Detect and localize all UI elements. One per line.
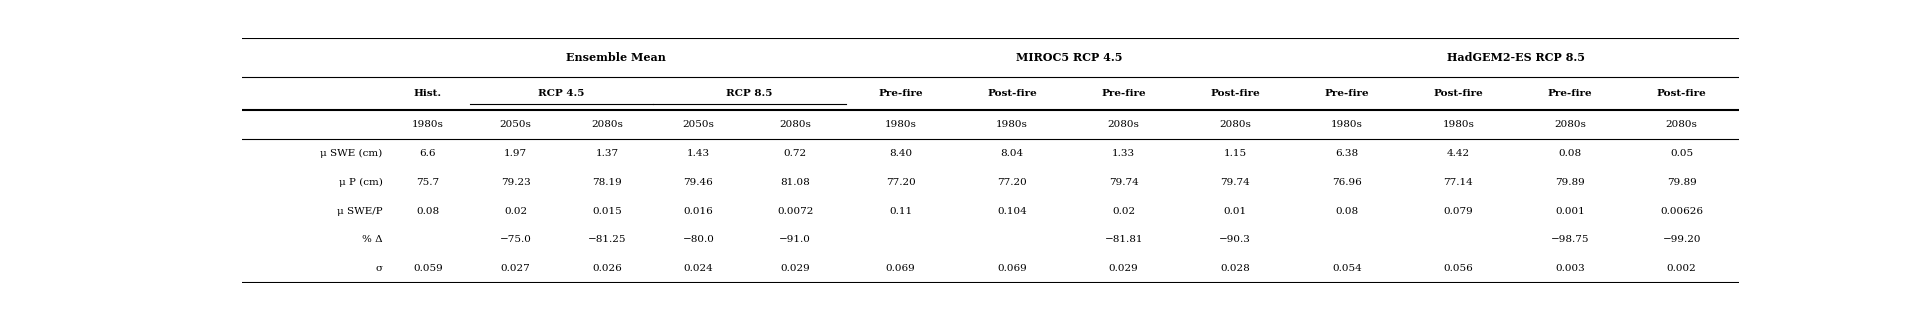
- Text: 1.15: 1.15: [1223, 149, 1246, 158]
- Text: 0.11: 0.11: [889, 206, 912, 216]
- Text: 0.026: 0.026: [593, 264, 622, 273]
- Text: μ SWE/P: μ SWE/P: [336, 206, 383, 216]
- Text: 79.89: 79.89: [1555, 178, 1584, 187]
- Text: 0.08: 0.08: [1335, 206, 1358, 216]
- Text: 0.069: 0.069: [997, 264, 1028, 273]
- Text: 0.72: 0.72: [784, 149, 808, 158]
- Text: 2080s: 2080s: [1219, 120, 1252, 129]
- Text: 79.23: 79.23: [500, 178, 531, 187]
- Text: 2080s: 2080s: [1665, 120, 1698, 129]
- Text: 0.0072: 0.0072: [777, 206, 813, 216]
- Text: −80.0: −80.0: [682, 235, 715, 245]
- Text: 8.04: 8.04: [1001, 149, 1024, 158]
- Text: 0.003: 0.003: [1555, 264, 1584, 273]
- Text: Pre-fire: Pre-fire: [1325, 89, 1370, 98]
- Text: Pre-fire: Pre-fire: [1548, 89, 1592, 98]
- Text: 1980s: 1980s: [1331, 120, 1362, 129]
- Text: Ensemble Mean: Ensemble Mean: [566, 52, 667, 63]
- Text: 1.97: 1.97: [504, 149, 527, 158]
- Text: 0.059: 0.059: [413, 264, 442, 273]
- Text: σ: σ: [375, 264, 383, 273]
- Text: 8.40: 8.40: [889, 149, 912, 158]
- Text: 1.37: 1.37: [595, 149, 618, 158]
- Text: μ P (cm): μ P (cm): [338, 177, 383, 187]
- Text: −99.20: −99.20: [1662, 235, 1700, 245]
- Text: 79.89: 79.89: [1667, 178, 1696, 187]
- Text: RCP 8.5: RCP 8.5: [726, 89, 773, 98]
- Text: 1980s: 1980s: [885, 120, 916, 129]
- Text: 1.33: 1.33: [1113, 149, 1136, 158]
- Text: 0.001: 0.001: [1555, 206, 1584, 216]
- Text: RCP 4.5: RCP 4.5: [539, 89, 585, 98]
- Text: 77.14: 77.14: [1443, 178, 1474, 187]
- Text: −91.0: −91.0: [779, 235, 811, 245]
- Text: 79.46: 79.46: [684, 178, 713, 187]
- Text: 4.42: 4.42: [1447, 149, 1470, 158]
- Text: 0.056: 0.056: [1443, 264, 1474, 273]
- Text: 0.027: 0.027: [500, 264, 531, 273]
- Text: 2080s: 2080s: [1553, 120, 1586, 129]
- Text: 6.38: 6.38: [1335, 149, 1358, 158]
- Text: Post-fire: Post-fire: [1658, 89, 1706, 98]
- Text: Post-fire: Post-fire: [1211, 89, 1260, 98]
- Text: 2080s: 2080s: [779, 120, 811, 129]
- Text: 0.00626: 0.00626: [1660, 206, 1704, 216]
- Text: 2050s: 2050s: [500, 120, 531, 129]
- Text: Hist.: Hist.: [413, 89, 442, 98]
- Text: 0.016: 0.016: [684, 206, 713, 216]
- Text: μ SWE (cm): μ SWE (cm): [321, 149, 383, 158]
- Text: 1980s: 1980s: [412, 120, 444, 129]
- Text: 1.43: 1.43: [688, 149, 709, 158]
- Text: 0.05: 0.05: [1669, 149, 1692, 158]
- Text: 1980s: 1980s: [997, 120, 1028, 129]
- Text: −81.81: −81.81: [1105, 235, 1144, 245]
- Text: 2050s: 2050s: [682, 120, 715, 129]
- Text: 75.7: 75.7: [415, 178, 439, 187]
- Text: 0.069: 0.069: [885, 264, 916, 273]
- Text: 0.054: 0.054: [1331, 264, 1362, 273]
- Text: −90.3: −90.3: [1219, 235, 1252, 245]
- Text: 0.08: 0.08: [1559, 149, 1582, 158]
- Text: 0.01: 0.01: [1223, 206, 1246, 216]
- Text: 6.6: 6.6: [419, 149, 437, 158]
- Text: 0.024: 0.024: [684, 264, 713, 273]
- Text: −81.25: −81.25: [587, 235, 626, 245]
- Text: 0.079: 0.079: [1443, 206, 1474, 216]
- Text: 0.104: 0.104: [997, 206, 1028, 216]
- Text: 78.19: 78.19: [593, 178, 622, 187]
- Text: Pre-fire: Pre-fire: [1101, 89, 1146, 98]
- Text: 79.74: 79.74: [1109, 178, 1138, 187]
- Text: 0.02: 0.02: [504, 206, 527, 216]
- Text: MIROC5 RCP 4.5: MIROC5 RCP 4.5: [1016, 52, 1122, 63]
- Text: 1980s: 1980s: [1443, 120, 1474, 129]
- Text: 0.015: 0.015: [593, 206, 622, 216]
- Text: 77.20: 77.20: [885, 178, 916, 187]
- Text: 79.74: 79.74: [1221, 178, 1250, 187]
- Text: 2080s: 2080s: [591, 120, 622, 129]
- Text: Post-fire: Post-fire: [1434, 89, 1484, 98]
- Text: % Δ: % Δ: [361, 235, 383, 245]
- Text: Post-fire: Post-fire: [987, 89, 1037, 98]
- Text: Pre-fire: Pre-fire: [879, 89, 923, 98]
- Text: 0.029: 0.029: [1109, 264, 1138, 273]
- Text: 0.02: 0.02: [1113, 206, 1136, 216]
- Text: 81.08: 81.08: [781, 178, 810, 187]
- Text: 0.029: 0.029: [781, 264, 810, 273]
- Text: −75.0: −75.0: [500, 235, 531, 245]
- Text: 77.20: 77.20: [997, 178, 1028, 187]
- Text: 76.96: 76.96: [1331, 178, 1362, 187]
- Text: 0.002: 0.002: [1667, 264, 1696, 273]
- Text: −98.75: −98.75: [1551, 235, 1590, 245]
- Text: 0.08: 0.08: [415, 206, 439, 216]
- Text: 2080s: 2080s: [1107, 120, 1140, 129]
- Text: 0.028: 0.028: [1221, 264, 1250, 273]
- Text: HadGEM2-ES RCP 8.5: HadGEM2-ES RCP 8.5: [1447, 52, 1584, 63]
